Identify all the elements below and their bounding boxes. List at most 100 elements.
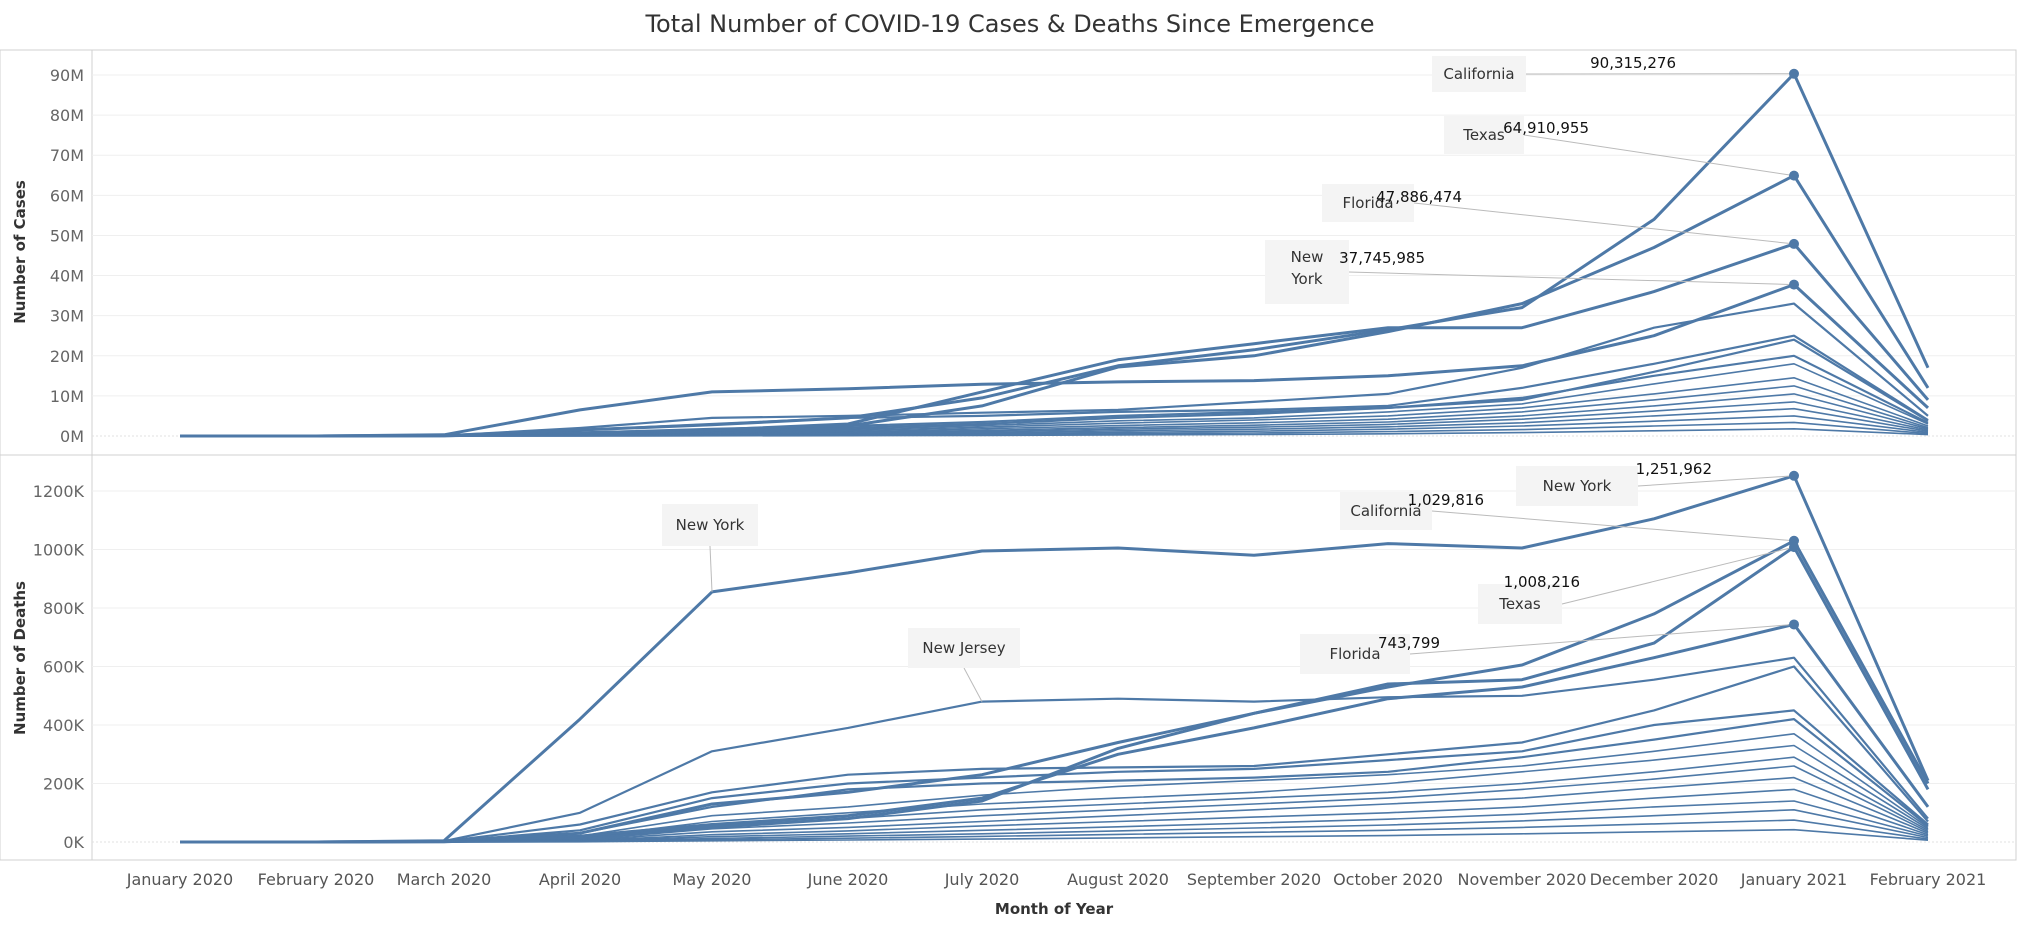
chart-frame [0, 49, 2017, 861]
x-tick-label: February 2020 [258, 870, 375, 889]
y-tick-label: 20M [50, 347, 84, 366]
x-tick-label: January 2021 [1740, 870, 1847, 889]
annotation-box [1478, 584, 1562, 624]
annotation-box [1300, 634, 1410, 674]
x-tick-label: October 2020 [1333, 870, 1443, 889]
x-tick-label: January 2020 [126, 870, 233, 889]
annotation-label: California [1350, 502, 1421, 520]
annotation-value: 743,799 [1378, 634, 1440, 652]
annotation-label: New Jersey [922, 639, 1005, 657]
annotation-box [662, 504, 758, 546]
series-line [180, 174, 1930, 438]
annotation-leader [1409, 623, 1795, 655]
series-line [180, 622, 1930, 844]
y-tick-label: 400K [43, 716, 85, 735]
series-line [180, 242, 1930, 438]
y-tick-label: 600K [43, 658, 85, 677]
y-tick-label: 0K [63, 833, 84, 852]
x-tick-label: December 2020 [1590, 870, 1719, 889]
annotation-leader [963, 667, 983, 702]
x-tick-label: June 2020 [807, 870, 889, 889]
y-tick-label: 30M [50, 307, 84, 326]
annotations: California90,315,276Texas64,910,955Flori… [662, 54, 1799, 702]
y-tick-label: 70M [50, 146, 84, 165]
series-line [180, 828, 1929, 843]
annotation-leader [1523, 134, 1795, 177]
annotation-leader [1637, 475, 1795, 487]
y-tick-label: 90M [50, 66, 84, 85]
x-tick-label: May 2020 [673, 870, 752, 889]
annotation-leader [1431, 510, 1795, 542]
x-tick-label: August 2020 [1067, 870, 1169, 889]
annotation-box [1444, 116, 1524, 154]
gridlines [92, 74, 2016, 843]
annotation-box [1340, 492, 1432, 530]
annotation-box [1516, 466, 1638, 506]
x-axis-label: Month of Year [995, 900, 1114, 918]
annotation-label: Florida [1342, 194, 1393, 212]
series-line [180, 474, 1930, 844]
annotation-value: 1,029,816 [1408, 491, 1484, 509]
y-tick-label: 50M [50, 226, 84, 245]
series-lines [180, 72, 1930, 844]
series-line [180, 765, 1929, 843]
annotation-leader [1348, 271, 1795, 286]
annotation-point [1789, 238, 1799, 249]
chart-title: Total Number of COVID-19 Cases & Deaths … [645, 10, 1375, 38]
x-tick-label: July 2020 [944, 870, 1020, 889]
y-tick-label: 1000K [33, 541, 85, 560]
axes: 0M 10M 20M 30M 40M 50M 60M 70M 80M 90M Number of C… [11, 66, 1986, 918]
annotation-leader [709, 545, 713, 592]
annotation-label: New [1291, 248, 1324, 266]
series-line [180, 808, 1929, 843]
y-axis-label: Number of Cases [11, 180, 29, 324]
annotation-label: York [1290, 270, 1323, 288]
annotation-leader [1413, 202, 1795, 245]
annotation-box [1432, 56, 1526, 92]
y-tick-label: 200K [43, 775, 85, 794]
x-tick-label: November 2020 [1457, 870, 1586, 889]
annotation-value: 1,008,216 [1504, 573, 1580, 591]
annotation-box [1322, 184, 1414, 222]
y-tick-label: 1200K [33, 482, 85, 501]
y-tick-label: 60M [50, 186, 84, 205]
y-tick-label: 80M [50, 106, 84, 125]
series-line [180, 756, 1929, 843]
annotation-point [1789, 542, 1799, 553]
x-tick-label: March 2020 [397, 870, 492, 889]
annotation-label: California [1443, 65, 1514, 83]
x-tick-label: February 2021 [1870, 870, 1987, 889]
y-tick-label: 0M [60, 427, 84, 446]
annotation-label: New York [1543, 477, 1612, 495]
y-tick-label: 40M [50, 267, 84, 286]
annotation-point [1789, 68, 1799, 79]
annotation-point [1789, 279, 1799, 290]
annotation-leader [1561, 546, 1795, 605]
annotation-label: Florida [1329, 645, 1380, 663]
series-line [180, 283, 1930, 438]
y-tick-label: 10M [50, 387, 84, 406]
annotation-label: Texas [1498, 595, 1541, 613]
annotation-value: 90,315,276 [1590, 54, 1676, 72]
series-line [180, 732, 1929, 843]
annotation-point [1789, 619, 1799, 630]
series-line [180, 665, 1929, 844]
x-tick-label: September 2020 [1187, 870, 1321, 889]
annotation-box [908, 628, 1020, 668]
x-tick-label: April 2020 [539, 870, 621, 889]
y-tick-label: 800K [43, 599, 85, 618]
annotation-value: 1,251,962 [1636, 460, 1712, 478]
annotation-label: Texas [1462, 126, 1505, 144]
annotation-label: New York [676, 516, 745, 534]
annotation-point [1789, 170, 1799, 181]
series-line [180, 656, 1929, 844]
y-axis-label: Number of Deaths [11, 581, 29, 735]
annotation-value: 37,745,985 [1339, 249, 1425, 267]
annotation-value: 64,910,955 [1503, 119, 1589, 137]
annotation-box [1265, 240, 1349, 304]
series-line [180, 427, 1929, 437]
series-line [180, 744, 1929, 843]
annotation-value: 47,886,474 [1376, 188, 1462, 206]
annotation-point [1789, 470, 1799, 481]
